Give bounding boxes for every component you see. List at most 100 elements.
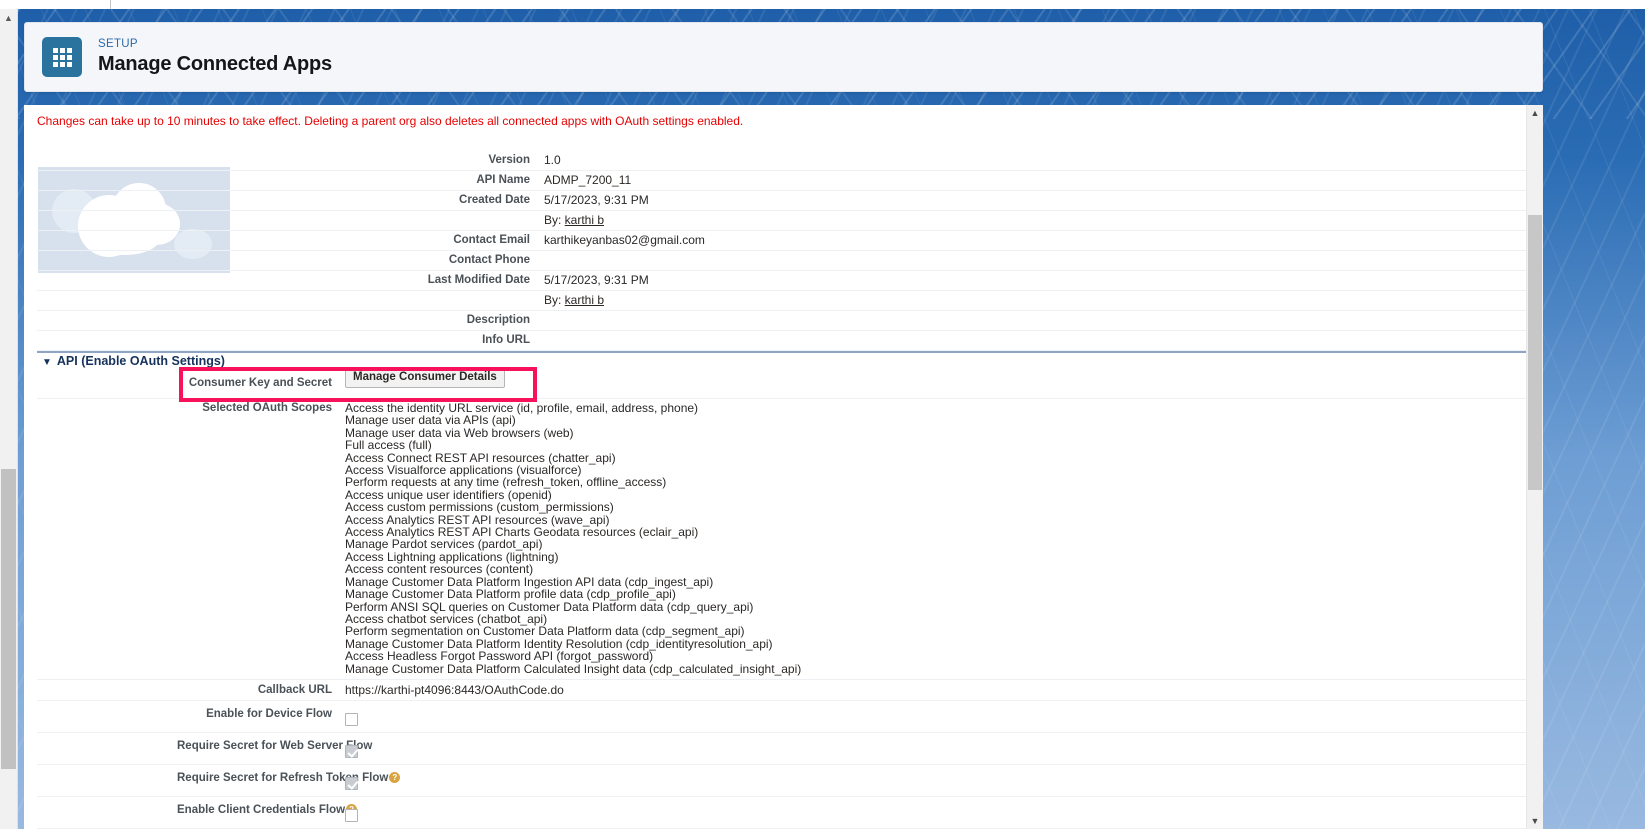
detail-field-label: Contact Email: [342, 230, 542, 251]
oauth-scope-item: Manage Pardot services (pardot_api): [345, 537, 543, 552]
detail-field-value: By: karthi b: [542, 210, 1527, 231]
detail-row: Last Modified Date 5/17/2023, 9:31 PM: [37, 270, 1527, 291]
row-spacer: [37, 398, 177, 680]
detail-row: Description: [37, 310, 1527, 331]
api-checkbox-row: Require Secret for Web Server Flow: [37, 732, 1527, 765]
api-checkbox-row: Enable for Device Flow: [37, 700, 1527, 733]
detail-field-label: Last Modified Date: [342, 270, 542, 291]
detail-field-label: Description: [342, 310, 542, 331]
oauth-scope-item: Manage user data via APIs (api): [345, 413, 516, 428]
row-spacer: [37, 330, 342, 351]
checkbox[interactable]: [345, 809, 358, 823]
api-checkbox-label: Enable Client Credentials Flow: [177, 803, 346, 816]
oauth-scope-item: Access content resources (content): [345, 562, 534, 577]
row-spacer: [37, 700, 177, 733]
detail-field-prefix: By:: [544, 213, 565, 227]
api-section-divider: [37, 351, 1527, 353]
detail-field-label: Version: [342, 151, 542, 171]
panel-scroll-up-arrow-icon[interactable]: ▲: [1530, 108, 1540, 118]
oauth-scope-item: Perform requests at any time (refresh_to…: [345, 475, 667, 490]
detail-row: Contact Email karthikeyanbas02@gmail.com: [37, 230, 1527, 251]
api-section-heading-label: API (Enable OAuth Settings): [56, 354, 225, 368]
outer-scrollbar-thumb[interactable]: [1, 469, 16, 769]
collapse-triangle-icon[interactable]: ▼: [42, 357, 52, 368]
detail-field-value: 5/17/2023, 9:31 PM: [542, 190, 1527, 211]
detail-row: By: karthi b: [37, 290, 1527, 311]
callback-url-value: https://karthi-pt4096:8443/OAuthCode.do: [342, 679, 1527, 701]
detail-row: Contact Phone: [37, 250, 1527, 271]
oauth-scope-item: Access Analytics REST API Charts Geodata…: [345, 525, 699, 540]
api-checkbox-cell: [342, 732, 1527, 765]
row-spacer: [37, 170, 342, 191]
oauth-scope-item: Full access (full): [345, 438, 432, 453]
scroll-up-arrow-icon[interactable]: ▲: [4, 12, 13, 23]
api-checkbox-row: Require Secret for Refresh Token Flow?: [37, 764, 1527, 797]
oauth-scope-item: Access Analytics REST API resources (wav…: [345, 512, 610, 527]
panel-scrollbar-thumb[interactable]: [1528, 215, 1542, 490]
callback-url-label: Callback URL: [177, 679, 342, 701]
row-spacer: [37, 210, 342, 231]
api-checkbox-label-cell: Require Secret for Refresh Token Flow?: [177, 764, 401, 797]
tab-seam-divider: [110, 0, 111, 9]
detail-field-label: [342, 290, 542, 311]
connected-app-detail-table: Version 1.0 API Name ADMP_7200_11 Created Da…: [37, 151, 1527, 351]
api-checkbox-label: Require Secret for Web Server Flow: [177, 739, 373, 752]
row-spacer: [37, 796, 177, 829]
setup-grid-icon: [42, 37, 82, 77]
panel-scroll-down-arrow-icon[interactable]: ▼: [1530, 816, 1540, 826]
oauth-scope-item: Perform ANSI SQL queries on Customer Dat…: [345, 599, 754, 614]
content-panel: Changes can take up to 10 minutes to tak…: [24, 105, 1543, 829]
detail-row: By: karthi b: [37, 210, 1527, 231]
detail-field-value: 5/17/2023, 9:31 PM: [542, 270, 1527, 291]
api-section-heading[interactable]: ▼ API (Enable OAuth Settings): [42, 354, 225, 368]
oauth-scopes-list: Access the identity URL service (id, pro…: [342, 398, 1527, 680]
detail-field-value: [542, 250, 1527, 271]
oauth-scope-item: Access Lightning applications (lightning…: [345, 549, 559, 564]
oauth-scope-item: Manage Customer Data Platform Identity R…: [345, 636, 773, 651]
oauth-scope-item: Access Connect REST API resources (chatt…: [345, 450, 616, 465]
warning-message: Changes can take up to 10 minutes to tak…: [37, 114, 744, 128]
consumer-key-label: Consumer Key and Secret: [177, 368, 342, 399]
oauth-scope-item: Manage user data via Web browsers (web): [345, 425, 574, 440]
detail-field-value: [542, 310, 1527, 331]
row-spacer: [37, 679, 177, 701]
api-checkbox-cell: [342, 796, 1527, 829]
detail-field-value: karthikeyanbas02@gmail.com: [542, 230, 1527, 251]
oauth-scope-item: Access chatbot services (chatbot_api): [345, 611, 548, 626]
panel-vertical-scrollbar[interactable]: ▲ ▼: [1526, 105, 1543, 829]
outer-vertical-scrollbar[interactable]: ▲: [0, 9, 18, 829]
setup-eyebrow: SETUP: [98, 37, 138, 50]
help-question-icon[interactable]: ?: [389, 772, 401, 784]
row-spacer: [37, 190, 342, 211]
oauth-scope-item: Manage Customer Data Platform Ingestion …: [345, 574, 714, 589]
checkbox[interactable]: [345, 745, 358, 759]
user-link[interactable]: karthi b: [564, 293, 605, 307]
checkbox[interactable]: [345, 713, 358, 727]
detail-row: Created Date 5/17/2023, 9:31 PM: [37, 190, 1527, 211]
detail-field-label: Contact Phone: [342, 250, 542, 271]
oauth-scope-item: Manage Customer Data Platform Calculated…: [345, 661, 802, 676]
api-checkbox-cell: [342, 764, 1527, 797]
api-checkbox-label-cell: Enable Client Credentials Flow?: [177, 796, 358, 829]
consumer-key-row: Consumer Key and Secret Manage Consumer …: [37, 368, 1527, 399]
oauth-scope-item: Access unique user identifiers (openid): [345, 487, 552, 502]
api-checkbox-label-cell: Enable for Device Flow: [177, 700, 342, 733]
oauth-scope-item: Access custom permissions (custom_permis…: [345, 500, 614, 515]
consumer-key-value-cell: Manage Consumer Details: [342, 368, 1527, 399]
row-spacer: [37, 290, 342, 311]
callback-url-row: Callback URL https://karthi-pt4096:8443/…: [37, 679, 1527, 701]
row-spacer: [37, 732, 177, 765]
api-checkbox-label: Require Secret for Refresh Token Flow: [177, 771, 389, 784]
checkbox[interactable]: [345, 777, 358, 791]
oauth-scope-item: Access the identity URL service (id, pro…: [345, 401, 699, 415]
manage-consumer-details-button[interactable]: Manage Consumer Details: [345, 368, 505, 388]
api-checkbox-cell: [342, 700, 1527, 733]
row-spacer: [37, 310, 342, 331]
detail-field-value: 1.0: [542, 151, 1527, 171]
detail-field-label: Info URL: [342, 330, 542, 351]
user-link[interactable]: karthi b: [564, 213, 605, 227]
oauth-scope-item: Access Visualforce applications (visualf…: [345, 463, 582, 478]
detail-field-value: ADMP_7200_11: [542, 170, 1527, 191]
oauth-scope-item: Access Headless Forgot Password API (for…: [345, 649, 654, 664]
oauth-scope-item: Perform segmentation on Customer Data Pl…: [345, 624, 745, 639]
